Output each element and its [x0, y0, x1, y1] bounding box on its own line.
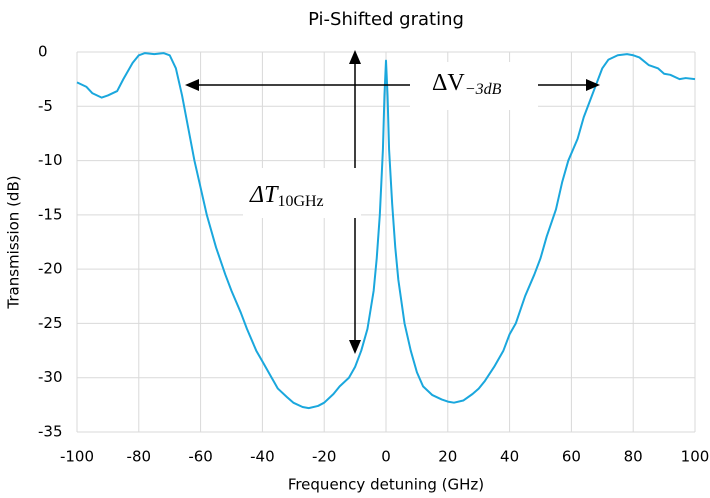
arrow-head: [185, 79, 199, 91]
arrow-head: [349, 50, 361, 64]
arrow-head: [349, 340, 361, 354]
x-tick-label: -100: [60, 448, 94, 466]
annotation: ΔT10GHz: [249, 182, 324, 210]
x-tick-label: 20: [438, 448, 457, 466]
plot: [76, 52, 696, 410]
label-box: [243, 168, 361, 218]
x-tick-label: 80: [624, 448, 643, 466]
arrows: [185, 50, 600, 354]
y-tick-label: -10: [38, 151, 63, 169]
x-tick-label: -20: [312, 448, 337, 466]
y-tick-label: 0: [38, 43, 48, 61]
chart-title: Pi-Shifted grating: [308, 9, 464, 30]
y-axis-label: Transmission (dB): [5, 175, 23, 309]
y-tick-label: -25: [38, 314, 63, 332]
y-tick-label: -30: [38, 368, 63, 386]
annotation: ΔV−3dB: [432, 70, 502, 98]
x-tick-label: 100: [681, 448, 710, 466]
y-tick-label: -15: [38, 205, 63, 223]
x-axis-label: Frequency detuning (GHz): [288, 476, 484, 494]
x-tick-label: -60: [188, 448, 213, 466]
series-line: [76, 52, 696, 410]
y-tick-label: -35: [38, 423, 63, 441]
x-tick-label: -40: [250, 448, 275, 466]
x-tick-label: 40: [500, 448, 519, 466]
x-tick-label: -80: [127, 448, 152, 466]
y-tick-label: -5: [38, 97, 53, 115]
x-tick-label: 0: [381, 448, 391, 466]
grid: [76, 51, 696, 433]
arrow-head: [586, 79, 600, 91]
y-tick-label: -20: [38, 260, 63, 278]
label-box: [410, 62, 538, 110]
x-tick-label: 60: [562, 448, 581, 466]
